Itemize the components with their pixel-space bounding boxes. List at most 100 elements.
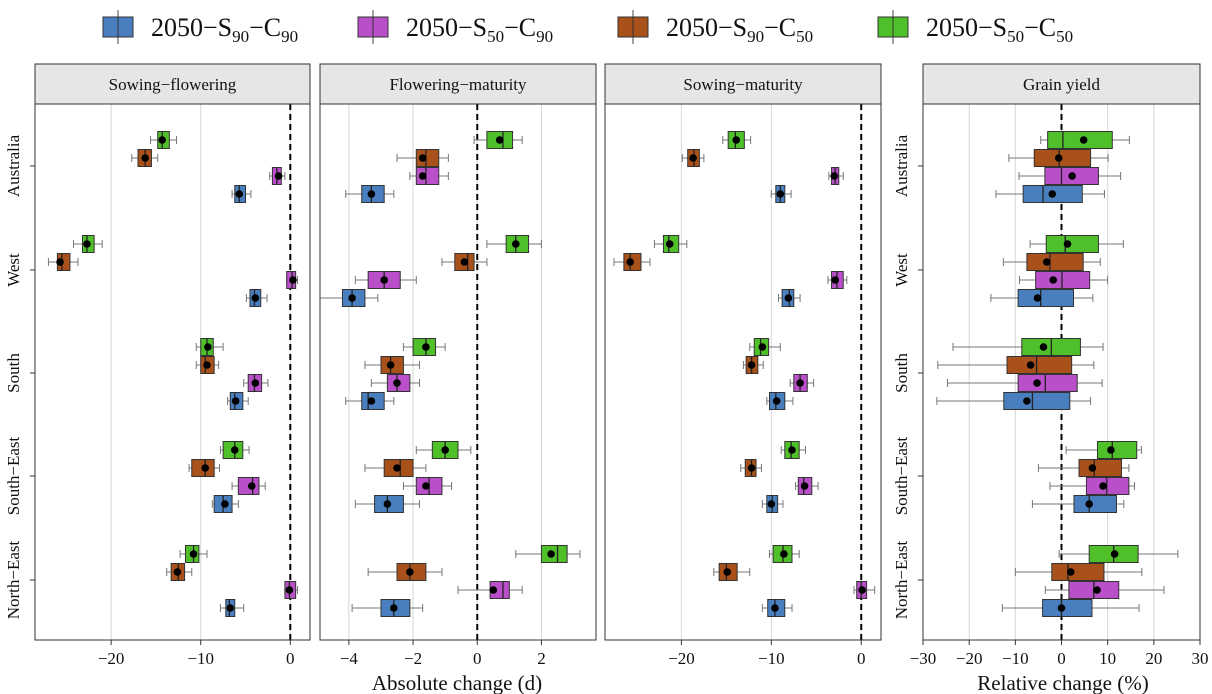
box-north-east-s50c90 [284,581,298,599]
box-south-s90c50 [195,356,220,374]
mean-point [247,482,256,490]
x-axis-title-absolute: Absolute change (d) [372,671,542,694]
x-tick-label: −4 [340,649,359,668]
box-north-east-s90c50 [367,563,443,581]
legend-label: 2050−S50−C90 [406,13,553,46]
box-west-s90c50 [1002,253,1101,271]
mean-point [689,154,697,162]
mean-point [1066,568,1075,576]
iqr-box [1045,235,1099,253]
mean-point [390,604,398,612]
box-australia-s50c90 [269,167,286,185]
mean-point [204,343,212,351]
box-australia-s90c90 [770,185,792,203]
box-west-s90c90 [990,289,1094,307]
legend-label: 2050−S90−C50 [666,13,813,46]
mean-point [274,172,283,180]
x-tick-label: 10 [1099,649,1116,668]
mean-point [665,240,674,248]
mean-point [251,294,260,302]
box-south-s50c90 [243,374,269,392]
box-south-s90c90 [345,392,395,410]
mean-point [747,464,756,472]
panel-grain-yield: Grain yield −30 −20 −10 0 10 20 30 Australia West… [892,63,1209,668]
x-tick-label: −20 [98,649,125,668]
box-australia-s50c50 [1040,131,1130,149]
box-south-east-s90c50 [364,459,427,477]
y-tick-label-australia: Australia [4,134,23,197]
x-tick-label: −10 [187,649,214,668]
mean-point [1085,500,1093,508]
box-australia-s50c50 [473,131,523,149]
box-south-east-s50c50 [415,441,472,459]
iqr-box [1078,459,1123,477]
mean-point [460,258,469,266]
iqr-box [1051,563,1105,581]
box-west-s50c50 [486,235,542,253]
mean-point [251,379,260,387]
mean-point [386,361,395,369]
box-south-s50c90 [946,374,1103,392]
mean-point [1042,258,1051,266]
mean-point [776,190,785,198]
box-australia-s90c90 [345,185,395,203]
box-north-east-s90c90 [219,599,245,617]
box-australia-s50c90 [409,167,449,185]
mean-point [1033,379,1041,387]
mean-point [547,550,555,558]
panel-strip [319,63,597,105]
panel-sowing-maturity: Sowing−maturity −20 −10 0 [604,63,882,668]
mean-point [189,550,198,558]
mean-point [771,604,779,612]
box-south-east-s90c90 [761,495,784,513]
x-tick-label: 2 [537,649,546,668]
mean-point [1048,190,1057,198]
panel-title: Sowing−flowering [109,75,237,94]
box-south-s50c90 [789,374,815,392]
box-south-s50c50 [195,338,224,356]
x-tick-label: 20 [1145,649,1162,668]
panel-title: Flowering−maturity [389,75,527,94]
mean-point [367,397,376,405]
mean-point [203,361,211,369]
mean-point [772,397,781,405]
panel-border [319,103,597,641]
box-west-s90c50 [613,253,651,271]
panel-strip [34,63,311,105]
box-south-s50c50 [402,338,446,356]
legend: 2050−S90−C90 2050−S50−C90 2050−S90−C50 2050… [102,10,1073,46]
box-north-east-s90c50 [1014,563,1143,581]
box-south-east-s50c90 [402,477,453,495]
box-australia-s50c90 [828,167,844,185]
legend-label: 2050−S90−C90 [151,13,298,46]
mean-point [380,276,388,284]
box-west-s50c50 [653,235,688,253]
mean-point [1068,172,1076,180]
box-south-east-s90c90 [211,495,239,513]
box-south-s90c90 [766,392,794,410]
mean-point [784,294,793,302]
box-south-s50c50 [749,338,781,356]
x-tick-label: 30 [1192,649,1209,668]
box-north-east-s90c50 [166,563,193,581]
box-south-east-s50c50 [219,441,250,459]
mean-point [418,172,427,180]
mean-point [141,154,149,162]
box-australia-s50c50 [722,131,752,149]
box-west-s90c90 [319,289,379,307]
box-north-east-s50c50 [1058,545,1179,563]
mean-point [1099,482,1107,490]
y-tick-label-south-east: South−East [892,436,911,515]
mean-point [1093,586,1101,594]
panel-background [35,104,310,640]
mean-point [830,172,839,180]
mean-point [1063,240,1072,248]
mean-point [393,379,401,387]
box-north-east-s90c90 [761,599,793,617]
box-north-east-s50c50 [515,545,581,563]
mean-point [1088,464,1097,472]
mean-point [1079,136,1088,144]
x-tick-label: −2 [404,649,422,668]
box-north-east-s50c90 [1044,581,1165,599]
